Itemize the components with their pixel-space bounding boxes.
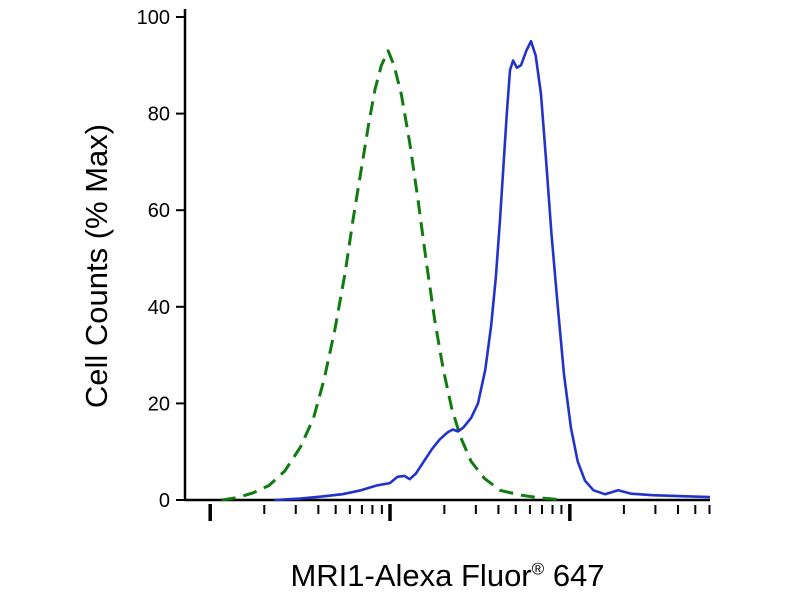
y-tick-label: 20 [148, 393, 170, 415]
y-tick-label: 80 [148, 104, 170, 126]
y-tick-label: 0 [159, 490, 170, 512]
y-axis-label: Cell Counts (% Max) [79, 123, 114, 409]
y-tick-label: 60 [148, 200, 170, 222]
y-tick-label: 40 [148, 297, 170, 319]
registered-trademark-symbol: ® [531, 559, 545, 579]
x-axis-label-main: MRI1-Alexa Fluor [290, 558, 532, 593]
y-tick-label: 100 [137, 7, 170, 29]
x-axis-label: MRI1-Alexa Fluor® 647 [185, 558, 710, 594]
x-axis-label-suffix: 647 [544, 558, 605, 593]
series-dashed [221, 49, 564, 502]
series-solid [274, 39, 711, 502]
